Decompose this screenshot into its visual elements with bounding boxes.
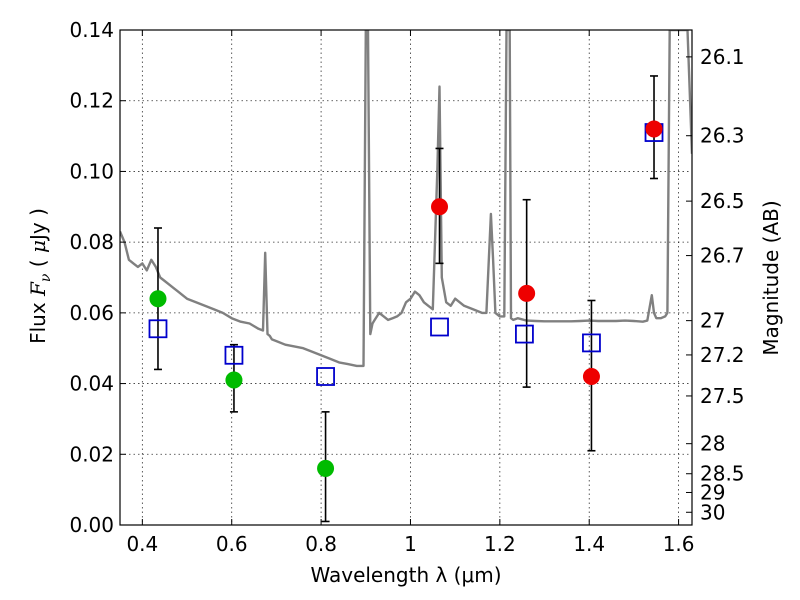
observed-flux-point <box>645 120 663 138</box>
model-spectrum-line <box>120 30 692 368</box>
y2-tick-label: 27 <box>700 309 725 333</box>
x-tick-label: 1.6 <box>663 532 695 556</box>
data-markers <box>148 120 664 477</box>
x-tick-label: 1.4 <box>573 532 605 556</box>
x-tick-label: 1.2 <box>484 532 516 556</box>
observed-flux-point <box>317 459 335 477</box>
y2-tick-label: 28 <box>700 432 725 456</box>
observed-flux-point <box>225 371 243 389</box>
observed-flux-point <box>149 290 167 308</box>
y2-tick-label: 30 <box>700 500 725 524</box>
grid <box>120 30 692 525</box>
model-photometry-square <box>430 317 449 337</box>
y-tick-label: 0.12 <box>69 89 114 113</box>
observed-flux-point <box>518 284 536 302</box>
y2-tick-label: 26.1 <box>700 45 745 69</box>
y2-tick-label: 26.7 <box>700 244 745 268</box>
error-bars <box>153 75 659 523</box>
plot-frame <box>119 29 693 526</box>
y-tick-label: 0.14 <box>69 18 114 42</box>
y-tick-label: 0.04 <box>69 372 114 396</box>
y-tick-label: 0.10 <box>69 159 114 183</box>
observed-flux-point <box>431 198 449 216</box>
y2-tick-label: 26.3 <box>700 124 745 148</box>
model-photometry-square <box>316 367 335 386</box>
y2-tick-label: 29 <box>700 480 725 504</box>
observed-flux-point <box>582 368 600 385</box>
model-spectrum <box>120 30 692 368</box>
model-photometry-square <box>582 333 601 353</box>
model-photometry-square <box>148 319 168 339</box>
model-photometry-square <box>224 345 244 365</box>
x-tick-label: 0.6 <box>216 532 248 556</box>
y-tick-label: 0.06 <box>69 301 114 325</box>
x-tick-label: 1 <box>404 532 417 556</box>
y-tick-label: 0.00 <box>69 513 114 537</box>
y2-tick-label: 27.2 <box>700 343 745 367</box>
x-axis-title: Wavelength λ (μm) <box>310 563 501 587</box>
y-tick-label: 0.02 <box>69 442 114 466</box>
y2-axis-title: Magnitude (AB) <box>759 200 783 355</box>
y2-tick-label: 27.5 <box>700 384 745 408</box>
y-axis-title: Flux Fν ( μJy ) <box>26 208 54 344</box>
y-tick-label: 0.08 <box>69 230 114 254</box>
y2-tick-label: 26.5 <box>700 189 745 213</box>
model-photometry-square <box>515 324 534 344</box>
y2-tick-label: 28.5 <box>700 462 745 486</box>
x-tick-label: 0.8 <box>305 532 337 556</box>
axis-ticks: 0.4 0.6 0.8 1 1.2 1.4 1.6 0.00 0.02 0.04 0.06 0.08 0… <box>69 18 744 556</box>
x-tick-label: 0.4 <box>126 532 158 556</box>
